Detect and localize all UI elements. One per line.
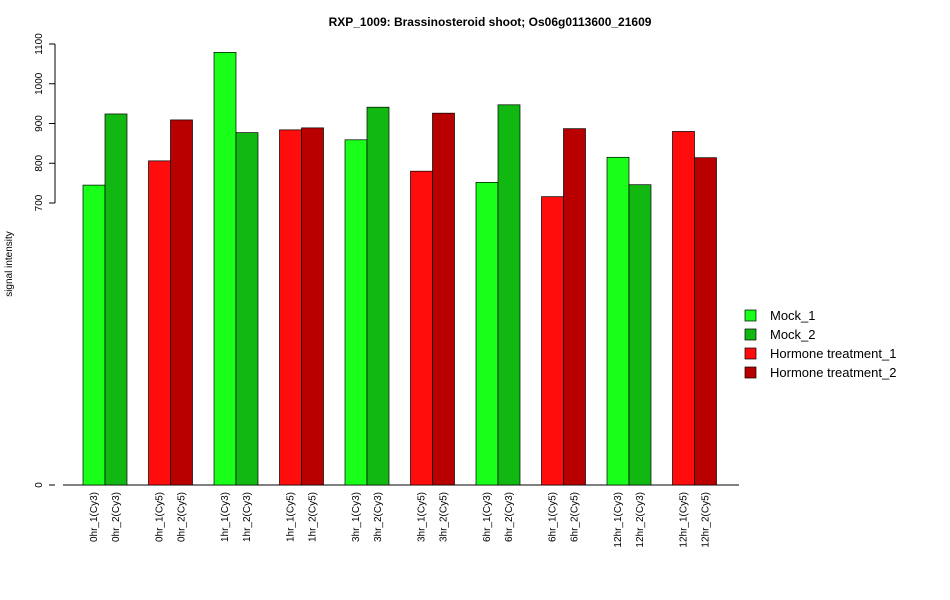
y-tick-label: 1000 bbox=[34, 72, 45, 95]
bar bbox=[170, 119, 193, 486]
legend: Mock_1 Mock_2 Hormone treatment_1 Hormone t… bbox=[744, 308, 896, 380]
y-tick-label: 900 bbox=[34, 115, 45, 132]
legend-swatch bbox=[744, 347, 757, 360]
y-tick-label: 800 bbox=[34, 154, 45, 171]
legend-swatch bbox=[744, 328, 757, 341]
x-tick-label: 3hr_2(Cy3) bbox=[373, 492, 384, 542]
x-tick-label: 0hr_2(Cy5) bbox=[177, 492, 188, 542]
legend-label: Mock_1 bbox=[770, 308, 816, 323]
bar bbox=[148, 160, 171, 486]
bar bbox=[606, 156, 630, 486]
bar bbox=[563, 128, 586, 486]
bar bbox=[694, 157, 717, 486]
legend-swatch bbox=[744, 366, 757, 379]
x-tick-label: 6hr_1(Cy3) bbox=[482, 492, 493, 542]
bar bbox=[82, 184, 106, 486]
x-tick-label: 0hr_2(Cy3) bbox=[111, 492, 122, 542]
x-tick-label: 3hr_2(Cy5) bbox=[439, 492, 450, 542]
chart-title: RXP_1009: Brassinosteroid shoot; Os06g01… bbox=[329, 15, 652, 29]
legend-swatch bbox=[744, 309, 757, 322]
bar bbox=[497, 104, 521, 486]
bar bbox=[235, 132, 259, 486]
bars bbox=[82, 51, 717, 486]
bar bbox=[628, 184, 652, 486]
y-tick-label: 0 bbox=[34, 482, 45, 488]
bar bbox=[410, 170, 433, 486]
bar bbox=[104, 113, 128, 486]
y-tick-label: 700 bbox=[34, 194, 45, 211]
legend-label: Hormone treatment_1 bbox=[770, 346, 896, 361]
x-tick-label: 3hr_1(Cy3) bbox=[351, 492, 362, 542]
x-tick-label: 1hr_1(Cy5) bbox=[286, 492, 297, 542]
bar bbox=[301, 127, 324, 486]
bar bbox=[344, 139, 368, 486]
x-tick-label: 12hr_1(Cy5) bbox=[679, 492, 690, 548]
bar bbox=[541, 196, 564, 486]
bar bbox=[366, 106, 390, 486]
y-tick-label: 1100 bbox=[34, 33, 45, 55]
bar bbox=[672, 131, 695, 486]
x-tick-label: 12hr_1(Cy3) bbox=[613, 492, 624, 548]
bar bbox=[279, 129, 302, 486]
x-tick-label: 1hr_2(Cy5) bbox=[308, 492, 319, 542]
y-axis-label: signal intensity bbox=[4, 231, 15, 297]
x-tick-label: 6hr_2(Cy5) bbox=[570, 492, 581, 542]
x-tick-label: 0hr_1(Cy3) bbox=[89, 492, 100, 542]
x-tick-labels: 0hr_1(Cy3) 0hr_2(Cy3) 0hr_1(Cy5) 0hr_2(Cy5)… bbox=[89, 492, 712, 548]
bar bbox=[213, 51, 237, 486]
x-tick-label: 1hr_1(Cy3) bbox=[220, 492, 231, 542]
legend-label: Mock_2 bbox=[770, 327, 816, 342]
x-tick-label: 12hr_2(Cy3) bbox=[635, 492, 646, 548]
x-tick-label: 12hr_2(Cy5) bbox=[701, 492, 712, 548]
x-tick-label: 6hr_1(Cy5) bbox=[548, 492, 559, 542]
y-axis: 0 700 800 900 1000 1100 bbox=[34, 33, 56, 488]
x-tick-label: 6hr_2(Cy3) bbox=[504, 492, 515, 542]
legend-label: Hormone treatment_2 bbox=[770, 365, 896, 380]
bar bbox=[475, 181, 499, 486]
x-tick-label: 3hr_1(Cy5) bbox=[417, 492, 428, 542]
x-tick-label: 1hr_2(Cy3) bbox=[242, 492, 253, 542]
bar bbox=[432, 112, 455, 486]
x-tick-label: 0hr_1(Cy5) bbox=[155, 492, 166, 542]
